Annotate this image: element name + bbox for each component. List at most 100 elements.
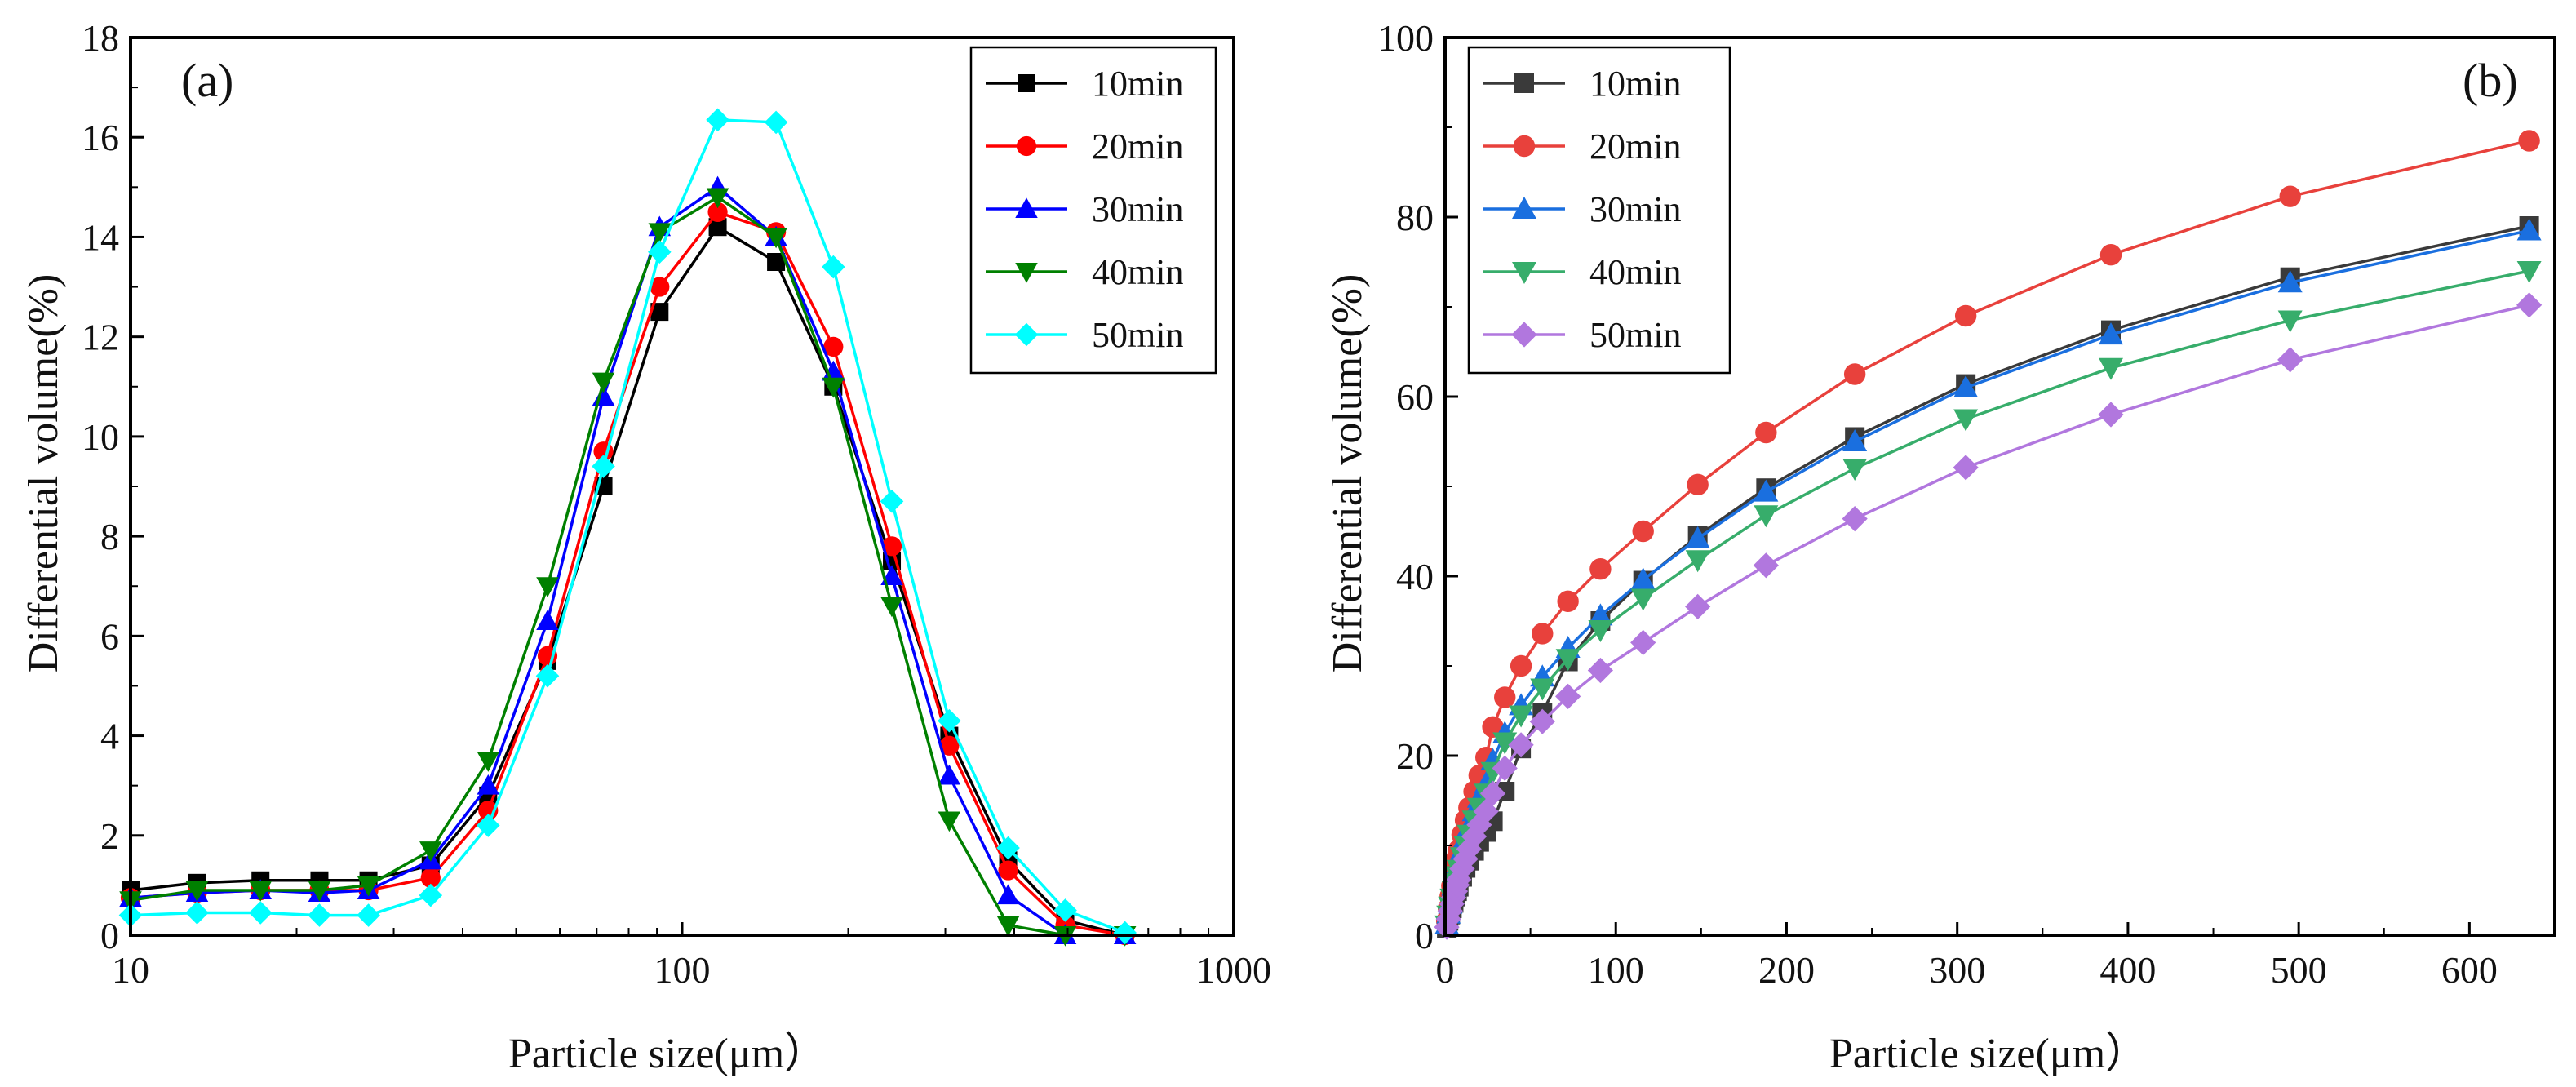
data-point-50min-26 — [2277, 347, 2303, 373]
data-point-40min-16 — [1509, 705, 1534, 728]
data-point-40min-11 — [765, 228, 787, 249]
data-point-20min-15 — [998, 860, 1018, 881]
data-point-40min-2 — [249, 881, 272, 902]
y-tick-label-0: 0 — [1415, 915, 1434, 956]
data-point-30min-14 — [938, 764, 961, 785]
data-point-10min-10 — [708, 218, 727, 237]
data-point-40min-23 — [1842, 459, 1868, 481]
data-point-40min-14 — [938, 811, 961, 832]
data-point-30min-15 — [996, 884, 1020, 905]
data-point-40min-3 — [308, 881, 331, 902]
data-point-20min-13 — [881, 536, 902, 557]
data-point-40min-15 — [996, 916, 1020, 937]
panel-b-y-axis-label: Differential volume(%) — [1324, 274, 1371, 673]
panel-a-x-axis-label: Particle size(μm） — [508, 1031, 827, 1077]
legend-label-20min: 20min — [1589, 126, 1681, 166]
legend-marker-40min — [1015, 263, 1038, 283]
panel-b-ticks-layer: 0 100 200 300 400 500 600 0 20 40 60 80 100 — [1377, 17, 2498, 991]
legend-marker-50min — [1014, 322, 1039, 347]
data-point-40min-10 — [706, 188, 729, 209]
data-point-20min-18 — [1557, 590, 1579, 612]
legend-label-10min: 10min — [1589, 64, 1681, 104]
data-point-30min-26 — [2277, 270, 2303, 293]
data-point-40min-13 — [880, 597, 903, 618]
legend-marker-30min — [1512, 197, 1536, 219]
data-point-20min-5 — [420, 867, 441, 888]
data-point-50min-2 — [248, 901, 273, 925]
data-point-30min-23 — [1842, 429, 1868, 451]
legend-label-40min: 40min — [1589, 252, 1681, 292]
data-point-20min-25 — [2099, 244, 2122, 266]
y-tick-label-6: 12 — [82, 317, 119, 358]
x-tick-label-5: 500 — [2271, 949, 2327, 991]
data-point-50min-15 — [996, 836, 1020, 860]
data-point-20min-21 — [1687, 473, 1709, 495]
data-point-50min-24 — [1953, 455, 1979, 481]
data-point-30min-24 — [1953, 375, 1979, 397]
data-point-50min-13 — [1473, 798, 1499, 824]
legend-marker-50min — [1511, 322, 1537, 348]
y-tick-label-0: 0 — [100, 915, 119, 956]
data-point-20min-17 — [1532, 623, 1554, 645]
data-point-20min-16 — [1510, 654, 1532, 677]
y-tick-label-4: 80 — [1396, 197, 1434, 238]
chart-panel-a: 10 100 1000 0 2 4 6 8 10 12 14 16 18 (a) Particle si… — [20, 17, 1271, 1077]
data-point-40min-7 — [536, 577, 559, 597]
data-point-40min-26 — [2277, 310, 2303, 333]
data-point-40min-25 — [2099, 357, 2123, 380]
data-point-20min-12 — [823, 336, 844, 357]
data-point-20min-24 — [1954, 304, 1977, 327]
legend-label-20min: 20min — [1092, 126, 1183, 166]
legend-marker-20min — [1016, 135, 1037, 157]
x-tick-label-0: 0 — [1436, 949, 1455, 991]
data-point-50min-17 — [1529, 708, 1555, 734]
data-point-40min-20 — [1630, 588, 1656, 611]
data-point-50min-23 — [1842, 506, 1868, 532]
panel-b-legend: 10min 20min 30min 40min 50min — [1467, 46, 1731, 375]
data-point-50min-8 — [592, 455, 615, 478]
data-point-50min-20 — [1630, 629, 1656, 655]
data-point-30min-20 — [1630, 567, 1656, 590]
data-point-40min-19 — [1588, 620, 1613, 642]
y-tick-label-2: 40 — [1396, 556, 1434, 597]
data-point-30min-27 — [2516, 218, 2542, 241]
panel-b-x-axis-label: Particle size(μm） — [1829, 1031, 2148, 1077]
data-point-50min-10 — [706, 108, 729, 132]
data-point-20min-19 — [1589, 558, 1612, 580]
legend-marker-10min — [1018, 74, 1035, 92]
legend-marker-10min — [1514, 73, 1534, 93]
data-point-20min-20 — [1632, 520, 1654, 543]
data-point-40min-9 — [648, 223, 672, 244]
panel-a-ticks-layer: 10 100 1000 0 2 4 6 8 10 12 14 16 18 — [82, 17, 1271, 991]
data-point-40min-15 — [1492, 732, 1518, 755]
legend-label-30min: 30min — [1092, 189, 1183, 229]
chart-panel-b: 0 100 200 300 400 500 600 0 20 40 60 80 100 (b) Part… — [1324, 17, 2556, 1077]
data-point-50min-19 — [1587, 657, 1613, 684]
data-point-20min-23 — [1843, 363, 1866, 385]
data-point-10min-9 — [650, 303, 669, 322]
y-tick-label-1: 2 — [100, 815, 119, 857]
x-tick-label-4: 400 — [2099, 949, 2156, 991]
data-point-50min-5 — [419, 883, 443, 907]
x-tick-label-0: 10 — [112, 949, 149, 991]
data-point-40min-17 — [1530, 678, 1555, 701]
data-point-50min-16 — [1508, 732, 1534, 758]
data-point-40min-22 — [1754, 505, 1779, 528]
data-point-50min-18 — [1555, 683, 1581, 709]
panel-b-tag: (b) — [2463, 54, 2518, 107]
panel-a-tag: (a) — [181, 54, 233, 107]
y-tick-label-1: 20 — [1396, 735, 1434, 777]
data-point-40min-4 — [357, 876, 380, 897]
data-point-30min-22 — [1754, 479, 1779, 502]
x-tick-label-3: 300 — [1929, 949, 1985, 991]
data-point-20min-14 — [1482, 716, 1504, 738]
data-point-50min-11 — [764, 110, 788, 135]
x-tick-label-2: 200 — [1758, 949, 1815, 991]
data-point-50min-27 — [2516, 292, 2543, 318]
data-point-50min-16 — [1053, 898, 1077, 922]
data-point-20min-26 — [2279, 185, 2301, 207]
data-point-30min-7 — [536, 610, 559, 630]
data-point-50min-9 — [648, 240, 672, 264]
y-tick-label-5: 10 — [82, 416, 119, 458]
